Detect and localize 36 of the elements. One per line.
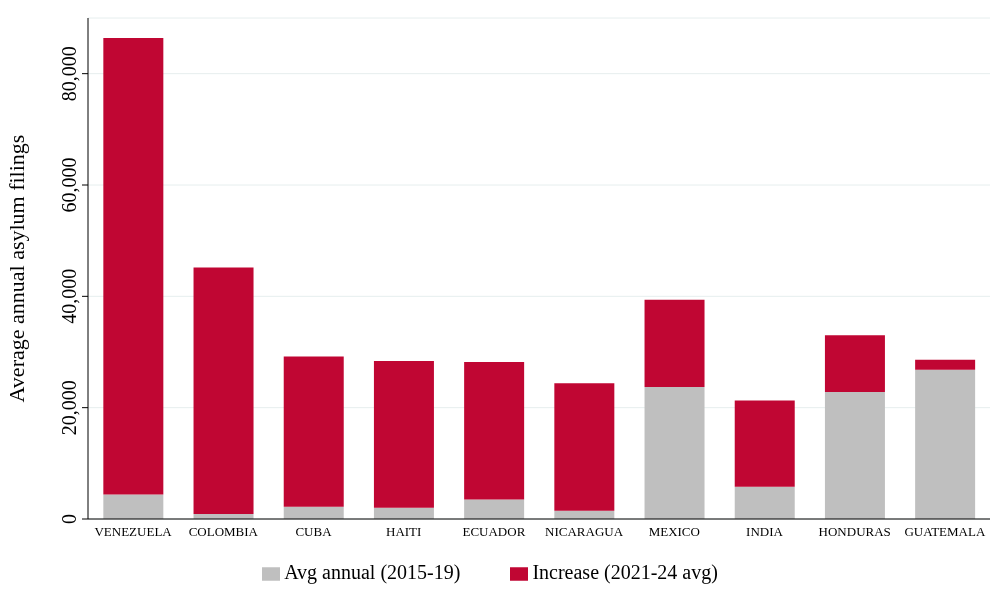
x-tick-label: HAITI [386, 524, 422, 540]
bar [373, 507, 434, 519]
x-tick-label: INDIA [746, 524, 784, 540]
bar [824, 392, 885, 519]
y-tick-label: 40,000 [58, 268, 80, 324]
x-tick-label: COLOMBIA [188, 524, 259, 540]
bar [464, 499, 525, 519]
x-tick-label: VENEZUELA [94, 524, 173, 540]
bar [103, 38, 164, 495]
y-tick-label: 80,000 [58, 46, 80, 102]
bar [103, 494, 164, 519]
bar [734, 400, 795, 487]
bar [283, 506, 344, 519]
y-axis-title: Average annual asylum filings [3, 134, 29, 403]
bar [464, 362, 525, 500]
bar [824, 335, 885, 393]
bar [283, 356, 344, 507]
bar [193, 267, 254, 514]
legend-label: Increase (2021-24 avg) [532, 561, 718, 583]
bar [554, 383, 615, 511]
bar [644, 387, 705, 519]
bar [644, 299, 705, 388]
y-tick-label: 60,000 [58, 157, 80, 213]
x-tick-label: NICARAGUA [545, 524, 624, 540]
bar [373, 360, 434, 508]
x-tick-label: GUATEMALA [904, 524, 986, 540]
bar [915, 369, 976, 519]
bar [734, 486, 795, 519]
x-tick-label: HONDURAS [818, 524, 891, 540]
legend-label: Avg annual (2015-19) [284, 561, 461, 583]
bar [915, 359, 976, 370]
x-tick-label: CUBA [295, 524, 333, 540]
y-tick-label: 0 [58, 514, 80, 524]
x-tick-label: ECUADOR [462, 524, 526, 540]
y-tick-label: 20,000 [58, 380, 80, 436]
x-tick-label: MEXICO [648, 524, 700, 540]
